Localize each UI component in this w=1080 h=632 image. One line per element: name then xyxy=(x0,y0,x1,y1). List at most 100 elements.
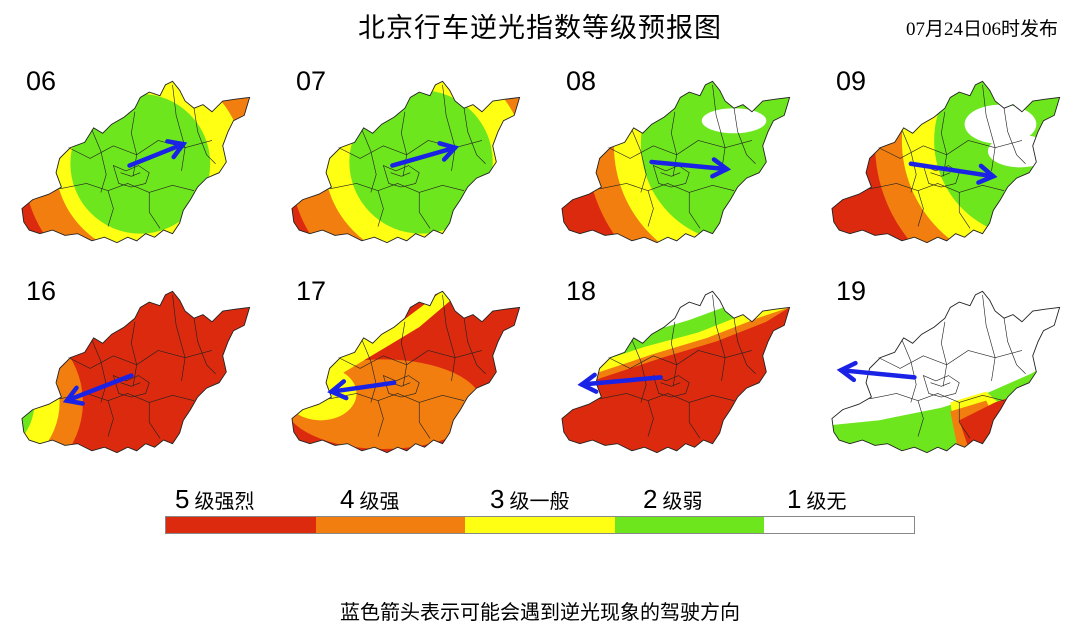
district-boundary xyxy=(112,374,150,398)
legend-item-1: 1 级无 xyxy=(787,484,847,514)
district-boundary xyxy=(390,172,411,177)
panel-hour-label: 07 xyxy=(296,66,327,96)
district-boundary xyxy=(917,400,924,437)
district-boundary xyxy=(712,84,726,171)
district-boundary xyxy=(647,400,654,437)
district-boundary xyxy=(172,84,186,171)
district-boundary xyxy=(107,190,114,227)
legend-swatch-5 xyxy=(166,517,316,533)
beijing-district-map xyxy=(291,80,521,244)
district-boundary xyxy=(400,111,408,177)
district-boundary xyxy=(193,318,216,374)
backlight-direction-arrow xyxy=(908,161,998,185)
legend-item-4: 4 级强 xyxy=(340,484,400,514)
district-boundary xyxy=(91,129,107,193)
city-boundary xyxy=(831,290,1061,454)
backlight-direction-arrow xyxy=(127,139,188,168)
forecast-panel-16: 16 xyxy=(4,268,264,458)
arrow-explanation: 蓝色箭头表示可能会遇到逆光现象的驾驶方向 xyxy=(340,600,740,624)
district-boundary xyxy=(688,402,701,439)
district-boundary xyxy=(361,129,377,193)
forecast-panel-09: 09 xyxy=(814,58,1074,248)
district-boundary xyxy=(107,400,114,437)
district-boundary xyxy=(91,339,107,403)
district-boundary xyxy=(148,402,161,439)
beijing-district-map xyxy=(561,80,791,244)
district-boundary xyxy=(901,339,917,403)
beijing-district-map xyxy=(831,80,1061,244)
beijing-district-map xyxy=(561,290,791,454)
district-boundary xyxy=(329,183,465,193)
panel-hour-label: 08 xyxy=(566,66,597,96)
city-boundary xyxy=(561,80,791,244)
district-boundary xyxy=(940,111,948,177)
district-boundary xyxy=(958,402,971,439)
panel-hour-label: 16 xyxy=(26,276,57,306)
city-boundary xyxy=(831,80,1061,244)
backlight-direction-arrow xyxy=(836,360,917,383)
legend-swatch-3 xyxy=(465,517,615,533)
legend-swatch-4 xyxy=(315,517,466,533)
beijing-district-map xyxy=(831,290,1061,454)
district-boundary xyxy=(400,321,408,387)
index-zone-level-3 xyxy=(291,366,357,421)
district-boundary xyxy=(930,382,951,387)
backlight-direction-arrow xyxy=(62,373,134,406)
district-boundary xyxy=(193,108,216,164)
panel-hour-label: 17 xyxy=(296,276,327,306)
legend-swatch-2 xyxy=(614,517,765,533)
district-boundary xyxy=(442,294,456,381)
legend-item-2: 2 级弱 xyxy=(643,484,703,514)
district-boundary xyxy=(112,164,150,188)
district-boundary xyxy=(382,164,420,188)
panel-hour-label: 19 xyxy=(836,276,867,306)
city-boundary xyxy=(21,290,251,454)
district-boundary xyxy=(377,190,384,227)
district-boundary xyxy=(712,294,726,381)
backlight-direction-arrow xyxy=(577,372,663,394)
district-boundary xyxy=(463,318,486,374)
legend-swatch-1 xyxy=(764,517,914,533)
forecast-panel-18: 18 xyxy=(544,268,804,458)
district-boundary xyxy=(670,321,678,387)
panel-hour-label: 09 xyxy=(836,66,867,96)
forecast-panel-06: 06 xyxy=(4,58,264,248)
district-boundary xyxy=(599,183,735,193)
panel-hour-label: 06 xyxy=(26,66,57,96)
district-boundary xyxy=(652,164,690,188)
district-boundary xyxy=(631,129,647,193)
index-zone-level-4 xyxy=(291,359,482,450)
district-boundary xyxy=(148,192,161,229)
district-boundary xyxy=(917,190,924,227)
district-boundary xyxy=(59,183,195,193)
district-boundary xyxy=(599,393,735,403)
forecast-panel-07: 07 xyxy=(274,58,534,248)
district-boundary xyxy=(869,393,1005,403)
district-boundary xyxy=(418,192,431,229)
beijing-district-map xyxy=(21,80,251,244)
district-boundary xyxy=(631,339,647,403)
district-boundary xyxy=(377,400,384,437)
district-boundary xyxy=(733,318,756,374)
district-boundary xyxy=(172,294,186,381)
index-zone-level-2 xyxy=(21,346,35,453)
district-boundary xyxy=(418,402,431,439)
backlight-direction-arrow xyxy=(390,141,460,168)
backlight-direction-arrow xyxy=(649,157,732,179)
backlight-direction-arrow xyxy=(327,379,397,401)
issue-time: 07月24日06时发布 xyxy=(905,19,1058,40)
district-boundary xyxy=(120,382,141,387)
district-boundary xyxy=(922,374,960,398)
district-boundary xyxy=(660,382,681,387)
forecast-panel-19: 19 xyxy=(814,268,1074,458)
district-boundary xyxy=(442,84,456,171)
district-boundary xyxy=(958,192,971,229)
district-boundary xyxy=(733,108,756,164)
district-boundary xyxy=(130,321,138,387)
forecast-panel-08: 08 xyxy=(544,58,804,248)
index-zone-level-1 xyxy=(964,104,1037,145)
district-boundary xyxy=(869,183,1005,193)
city-boundary xyxy=(21,80,251,244)
district-boundary xyxy=(1003,318,1026,374)
legend-labels: 5 级强烈 4 级强 3 级一般 2 级弱 1 级无 xyxy=(165,484,915,516)
